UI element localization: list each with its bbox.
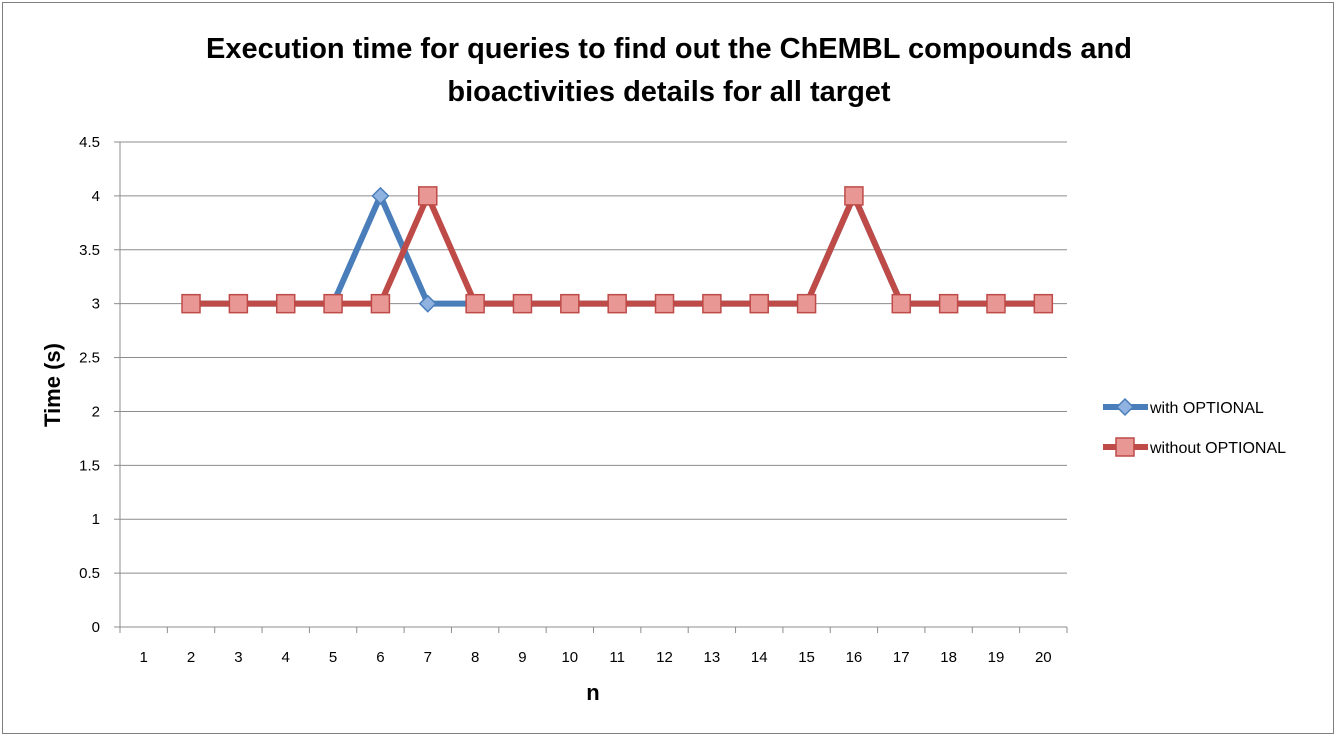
y-tick-label: 3.5 — [79, 242, 100, 259]
axes — [114, 141, 1068, 633]
x-tick-label: 18 — [940, 649, 957, 666]
data-point — [844, 186, 864, 206]
chart-title-line-2: bioactivities details for all target — [447, 76, 891, 108]
y-tick-label: 3 — [92, 296, 100, 313]
data-point — [323, 293, 343, 314]
data-point — [418, 294, 437, 313]
legend-label: with OPTIONAL — [1149, 400, 1264, 417]
legend-item: without OPTIONAL — [1103, 437, 1286, 457]
x-tick-label: 20 — [1035, 649, 1052, 666]
x-tick-label: 6 — [376, 649, 384, 666]
x-tick-label: 5 — [329, 649, 337, 666]
y-tick-label: 4.5 — [79, 134, 100, 151]
x-tick-label: 9 — [518, 649, 526, 666]
data-point — [607, 293, 627, 314]
data-point — [702, 293, 722, 314]
x-tick-label: 19 — [988, 649, 1005, 666]
data-point — [749, 293, 769, 314]
data-point — [181, 293, 201, 314]
x-tick-label: 15 — [798, 649, 815, 666]
data-point — [275, 293, 296, 314]
data-point — [465, 293, 485, 314]
y-tick-label: 1.5 — [79, 457, 100, 474]
x-tick-label: 2 — [187, 649, 195, 666]
gridlines — [120, 141, 1067, 574]
x-axis-label: n — [586, 680, 599, 705]
x-tick-label: 12 — [656, 649, 673, 666]
data-point — [891, 293, 912, 314]
data-point — [512, 293, 533, 314]
x-tick-label: 17 — [893, 649, 910, 666]
y-tick-label: 0.5 — [79, 565, 100, 582]
series-without-optional — [181, 186, 1054, 314]
chart-title: Execution time for queries to find out t… — [0, 28, 1338, 114]
y-axis-label: Time (s) — [40, 343, 65, 427]
x-tick-label: 4 — [282, 649, 290, 666]
data-point — [654, 293, 675, 314]
data-point — [370, 293, 391, 314]
legend-item: with OPTIONAL — [1103, 397, 1264, 417]
x-tick-labels: 1 2 3 4 5 6 7 8 9 10 11 12 13 14 15 16 17 18 19 20 — [140, 649, 1052, 666]
x-tick-label: 3 — [234, 649, 242, 666]
x-tick-label: 13 — [704, 649, 721, 666]
legend-marker — [1115, 437, 1135, 457]
y-tick-label: 0 — [92, 619, 100, 636]
y-tick-label: 1 — [92, 511, 100, 528]
x-tick-label: 10 — [561, 649, 578, 666]
data-point — [796, 293, 817, 314]
legend-marker — [1115, 397, 1135, 417]
x-tick-label: 7 — [424, 649, 432, 666]
legend-label: without OPTIONAL — [1149, 440, 1286, 457]
data-point — [228, 293, 249, 314]
x-tick-label: 8 — [471, 649, 479, 666]
data-point — [1033, 293, 1054, 314]
x-tick-label: 16 — [846, 649, 863, 666]
y-tick-label: 4 — [92, 188, 100, 205]
data-point — [371, 186, 390, 205]
legend: with OPTIONAL without OPTIONAL — [1103, 397, 1286, 457]
y-tick-label: 2 — [92, 403, 100, 420]
y-tick-labels: 0 0.5 1 1.5 2 2.5 3 3.5 4 4.5 — [79, 134, 100, 636]
x-tick-label: 1 — [140, 649, 148, 666]
x-tick-label: 14 — [751, 649, 768, 666]
y-tick-label: 2.5 — [79, 350, 100, 367]
data-point — [418, 186, 438, 206]
data-point — [560, 293, 580, 314]
x-tick-label: 11 — [609, 649, 625, 666]
chart-title-line-1: Execution time for queries to find out t… — [206, 33, 1132, 65]
data-point — [938, 293, 959, 314]
series-lines — [181, 186, 1054, 314]
data-point — [986, 293, 1006, 314]
